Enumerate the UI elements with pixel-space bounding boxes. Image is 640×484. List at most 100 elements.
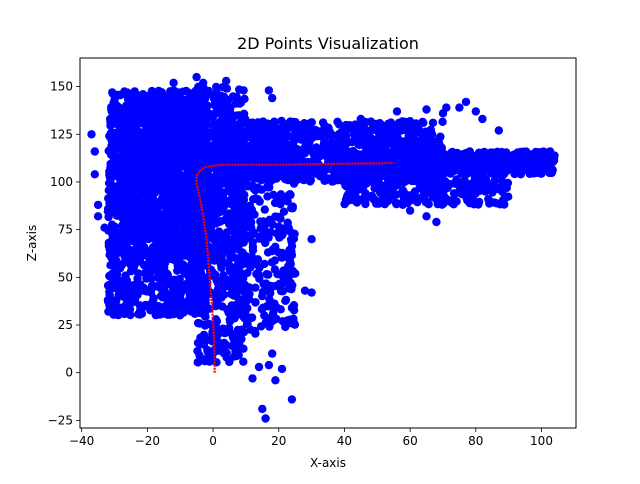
scatter-point bbox=[289, 176, 298, 185]
scatter-point bbox=[342, 131, 351, 140]
scatter-point bbox=[432, 217, 441, 227]
scatter-point bbox=[307, 235, 316, 244]
scatter-point bbox=[244, 294, 254, 304]
scatter-point bbox=[279, 207, 289, 216]
scatter-point bbox=[510, 169, 519, 179]
scatter-point bbox=[496, 200, 505, 209]
scatter-point bbox=[151, 118, 160, 127]
scatter-point bbox=[119, 190, 128, 199]
scatter-point bbox=[235, 196, 244, 206]
scatter-point bbox=[136, 181, 146, 190]
scatter-point bbox=[137, 195, 146, 204]
scatter-point bbox=[509, 150, 518, 159]
scatter-point bbox=[167, 244, 176, 254]
scatter-point bbox=[253, 183, 262, 192]
scatter-point bbox=[143, 91, 152, 101]
scatter-point bbox=[265, 295, 274, 304]
scatter-point bbox=[195, 119, 204, 128]
scatter-point bbox=[547, 156, 556, 166]
scatter-point bbox=[222, 110, 231, 119]
scatter-point bbox=[208, 113, 217, 122]
scatter-point bbox=[216, 260, 226, 269]
scatter-point bbox=[225, 357, 234, 367]
scatter-point bbox=[260, 259, 269, 269]
scatter-point bbox=[165, 222, 174, 231]
scatter-point bbox=[174, 190, 183, 199]
scatter-point bbox=[356, 114, 365, 124]
scatter-point bbox=[195, 90, 205, 99]
scatter-point bbox=[136, 163, 145, 173]
scatter-point bbox=[270, 135, 279, 145]
scatter-point bbox=[239, 173, 248, 182]
scatter-point bbox=[157, 140, 166, 149]
scatter-point bbox=[300, 286, 310, 295]
scatter-point bbox=[256, 170, 266, 180]
scatter-point bbox=[473, 152, 483, 161]
scatter-point bbox=[174, 299, 183, 309]
scatter-point bbox=[375, 186, 384, 196]
scatter-point bbox=[270, 118, 279, 128]
scatter-point bbox=[285, 256, 295, 266]
x-tick-label: −20 bbox=[135, 434, 160, 448]
scatter-point bbox=[169, 290, 178, 300]
scatter-point bbox=[104, 179, 114, 188]
y-tick-label: 50 bbox=[58, 270, 73, 284]
scatter-point bbox=[201, 118, 211, 128]
scatter-point bbox=[225, 156, 235, 165]
scatter-point bbox=[201, 133, 210, 142]
scatter-point bbox=[222, 216, 231, 225]
scatter-point bbox=[265, 302, 274, 311]
scatter-point bbox=[139, 260, 149, 270]
scatter-point bbox=[193, 215, 203, 224]
scatter-point bbox=[225, 276, 234, 285]
scatter-point bbox=[195, 253, 204, 262]
scatter-point bbox=[166, 104, 176, 113]
scatter-point bbox=[237, 203, 246, 212]
x-tick-label: 20 bbox=[271, 434, 286, 448]
scatter-point bbox=[153, 273, 163, 282]
scatter-point bbox=[291, 269, 300, 278]
scatter-point bbox=[392, 200, 401, 209]
scatter-point bbox=[169, 86, 178, 95]
scatter-point bbox=[117, 172, 126, 181]
scatter-point bbox=[140, 118, 149, 127]
scatter-point bbox=[425, 165, 434, 174]
scatter-point bbox=[156, 281, 165, 290]
scatter-point bbox=[296, 169, 306, 178]
scatter-point bbox=[193, 358, 202, 367]
scatter-point bbox=[186, 298, 196, 307]
y-tick-label: 150 bbox=[50, 80, 73, 94]
scatter-point bbox=[287, 395, 297, 404]
scatter-point bbox=[146, 249, 155, 258]
scatter-point bbox=[170, 281, 179, 290]
scatter-point bbox=[147, 274, 156, 283]
scatter-point bbox=[150, 234, 160, 243]
scatter-point bbox=[271, 281, 281, 291]
scatter-point bbox=[327, 138, 337, 147]
scatter-point bbox=[320, 137, 329, 146]
scatter-point bbox=[205, 173, 214, 182]
scatter-point bbox=[415, 166, 425, 176]
scatter-point bbox=[237, 139, 246, 149]
scatter-point bbox=[264, 233, 273, 242]
scatter-point bbox=[375, 119, 384, 128]
scatter-point bbox=[229, 123, 239, 132]
scatter-point bbox=[234, 185, 244, 194]
scatter-point bbox=[419, 141, 428, 151]
scatter-point bbox=[281, 322, 290, 332]
scatter-point bbox=[117, 304, 126, 313]
scatter-point bbox=[470, 175, 479, 184]
scatter-point bbox=[274, 248, 283, 257]
scatter-point bbox=[107, 107, 116, 116]
scatter-point bbox=[227, 194, 237, 203]
scatter-point bbox=[90, 147, 100, 156]
scatter-point bbox=[257, 305, 267, 314]
scatter-point bbox=[273, 270, 282, 279]
scatter-point bbox=[381, 187, 391, 196]
scatter-point bbox=[227, 253, 237, 262]
scatter-point bbox=[220, 338, 229, 348]
scatter-point bbox=[428, 137, 437, 146]
scatter-point bbox=[400, 176, 410, 185]
scatter-point bbox=[118, 198, 128, 207]
scatter-point bbox=[107, 253, 116, 262]
